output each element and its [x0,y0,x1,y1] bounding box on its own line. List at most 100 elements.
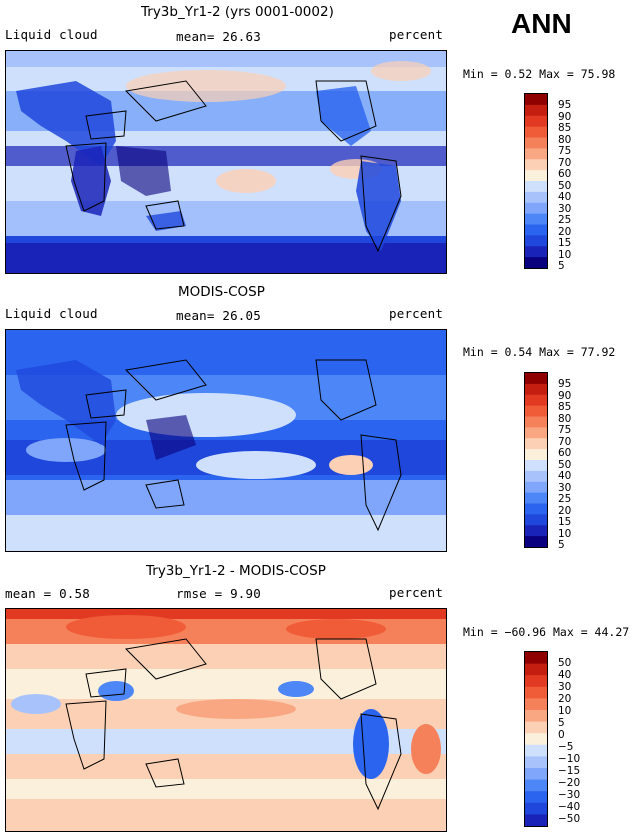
panel2-colorbar-swatch [525,514,547,526]
panel1-cb-label-14: 5 [558,260,565,272]
panel2-colorbar-swatch [525,536,547,548]
panel2-colorbar-swatch [525,416,547,428]
panel1-map-svg [6,51,446,273]
panel1-colorbar-swatch [525,170,547,182]
panel2-colorbar-swatch [525,460,547,472]
panel3-mean: mean = 0.58 [5,586,90,601]
panel2-cb-label-8: 40 [558,470,572,482]
panel2-colorbar-swatch [525,427,547,439]
panel1-colorbar-swatch [525,115,547,128]
panel1-colorbar-swatch [525,202,547,215]
panel3-colorbar-swatch [525,768,547,781]
panel2-colorbar-swatch [525,373,547,385]
panel2-cb-label-13: 10 [558,528,572,540]
panel2-colorbar [524,372,548,548]
panel2-colorbar-swatch [525,438,547,450]
panel1-colorbar-swatch [525,94,547,106]
panel2-cb-label-14: 5 [558,539,565,551]
panel1-colorbar-swatch [525,104,547,117]
panel3-cb-label-2: 30 [558,681,572,693]
panel1-colorbar-swatch [525,126,547,139]
panel1-cb-label-7: 50 [558,180,572,192]
panel3-cb-label-9: −15 [558,765,581,777]
panel2-cb-label-12: 15 [558,516,572,528]
panel1-map [5,50,447,274]
panel2-variable: Liquid cloud [5,306,98,321]
panel2-map-svg [6,330,446,551]
panel3-rmse: rmse = 9.90 [176,586,261,601]
panel1-title: Try3b_Yr1-2 (yrs 0001-0002) [141,4,334,20]
panel1-colorbar-swatch [525,148,547,160]
panel3-colorbar [524,651,548,827]
panel1-colorbar-swatch [525,257,547,269]
panel2-cb-label-6: 60 [558,447,572,459]
panel1-colorbar-swatch [525,191,547,204]
panel3-cb-label-10: −20 [558,777,581,789]
panel1-mean: mean= 26.63 [176,29,261,44]
panel3-colorbar-swatch [525,733,547,746]
panel3-cb-label-6: 0 [558,729,565,741]
panel2-colorbar-svg [525,373,547,548]
panel2-map [5,329,447,552]
panel1-colorbar-swatch [525,246,547,258]
panel1-colorbar-svg [525,94,547,269]
panel2-cb-label-7: 50 [558,459,572,471]
panel1-cb-label-9: 30 [558,203,572,215]
panel3-cb-label-8: −10 [558,753,581,765]
panel3-colorbar-swatch [525,652,547,665]
panel2-minmax: Min = 0.54 Max = 77.92 [463,345,616,359]
panel3-colorbar-swatch [525,721,547,734]
panel2-colorbar-swatch [525,525,547,537]
panel2-colorbar-swatch [525,470,547,483]
panel2-cb-label-2: 85 [558,401,572,413]
panel3-cb-label-7: −5 [558,741,574,753]
panel1-units: percent [389,27,444,42]
panel1-cb-label-11: 20 [558,226,572,238]
panel1-cb-label-13: 10 [558,249,572,261]
panel2-cb-label-9: 30 [558,482,572,494]
panel2-cb-label-3: 80 [558,413,572,425]
panel2-cb-label-10: 25 [558,493,572,505]
panel1-variable: Liquid cloud [5,27,98,42]
panel1-cb-label-4: 75 [558,145,572,157]
panel2-cb-label-5: 70 [558,436,572,448]
panel3-colorbar-swatch [525,814,547,827]
panel3-cb-label-0: 50 [558,657,572,669]
panel1-cb-label-0: 95 [558,99,572,111]
panel2-cb-label-1: 90 [558,390,572,402]
panel3-colorbar-swatch [525,710,547,723]
panel1-cb-label-10: 25 [558,214,572,226]
panel3-colorbar-swatch [525,675,547,688]
panel3-title: Try3b_Yr1-2 - MODIS-COSP [146,563,326,579]
panel2-cb-label-11: 20 [558,505,572,517]
panel1-cb-label-8: 40 [558,191,572,203]
panel2-cb-label-4: 75 [558,424,572,436]
panel2-colorbar-swatch [525,383,547,396]
panel2-colorbar-swatch [525,503,547,515]
panel1-colorbar-swatch [525,181,547,193]
panel3-cb-label-13: −50 [558,813,581,825]
panel3-map [5,608,447,832]
panel3-cb-label-3: 20 [558,693,572,705]
panel2-colorbar-swatch [525,394,547,407]
panel2-colorbar-swatch [525,492,547,505]
panel1-colorbar-swatch [525,235,547,247]
panel1-cb-label-1: 90 [558,111,572,123]
panel3-cb-label-1: 40 [558,669,572,681]
panel2-mean: mean= 26.05 [176,308,261,323]
panel3-colorbar-swatch [525,779,547,792]
panel1-colorbar-swatch [525,159,547,171]
panel3-colorbar-swatch [525,663,547,676]
panel1-colorbar [524,93,548,269]
panel1-cb-label-5: 70 [558,157,572,169]
panel3-cb-label-4: 10 [558,705,572,717]
panel3-cb-label-11: −30 [558,789,581,801]
panel3-map-svg [6,609,446,831]
panel3-units: percent [389,585,444,600]
panel1-cb-label-3: 80 [558,134,572,146]
panel1-cb-label-2: 85 [558,122,572,134]
season-label: ANN [511,8,572,39]
panel3-cb-label-12: −40 [558,801,581,813]
panel3-colorbar-swatch [525,756,547,769]
panel3-colorbar-swatch [525,802,547,815]
